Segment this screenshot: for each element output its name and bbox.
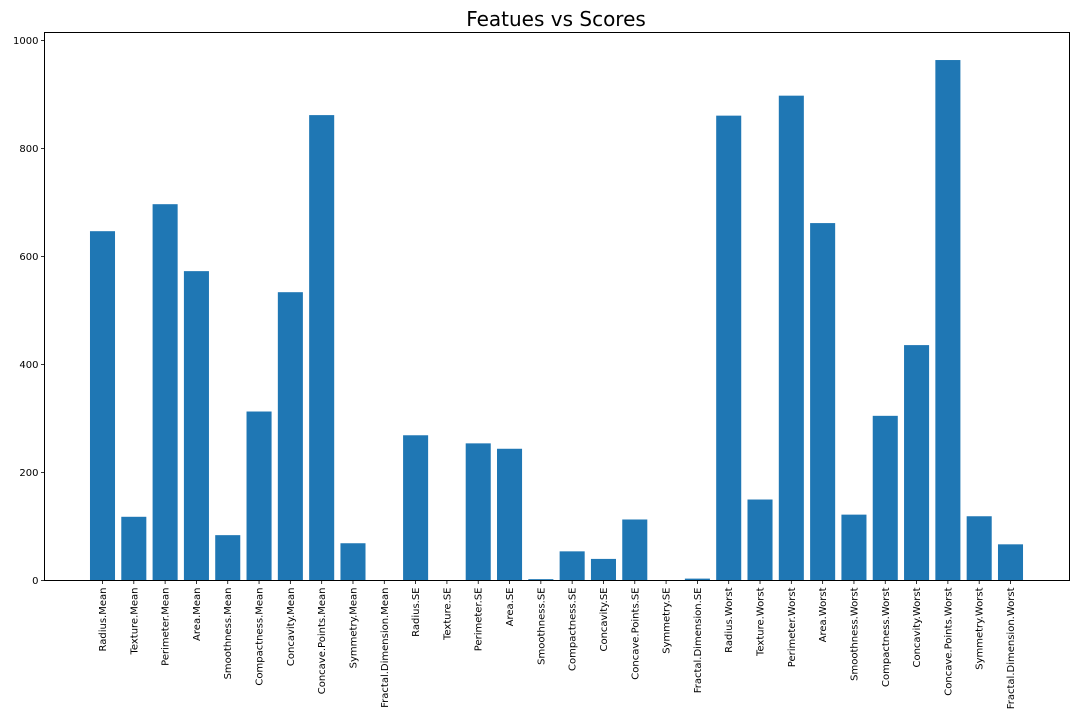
chart-title: Featues vs Scores — [466, 7, 646, 31]
bar-perimeter-worst — [778, 95, 804, 581]
bar-perimeter-se — [465, 443, 491, 581]
y-tick-label: 400 — [19, 360, 38, 371]
bar-concave-points-mean — [309, 115, 335, 581]
bar-radius-se — [403, 435, 429, 581]
x-tick-label: Radius.SE — [411, 588, 422, 637]
x-tick-label: Concave.Points.Worst — [943, 587, 954, 695]
x-tick-label: Area.Worst — [818, 587, 829, 642]
bar-compactness-mean — [246, 411, 272, 581]
bar-perimeter-mean — [152, 204, 178, 581]
y-tick-label: 1000 — [13, 36, 38, 47]
y-tick-label: 200 — [19, 468, 38, 479]
x-tick-label: Symmetry.Mean — [348, 588, 359, 669]
x-tick-label: Compactness.Worst — [881, 587, 892, 687]
bar-concavity-mean — [277, 292, 303, 581]
x-tick-label: Concavity.Worst — [912, 587, 923, 667]
bar-concavity-se — [590, 558, 616, 581]
x-tick-label: Smoothness.SE — [536, 588, 547, 665]
bar-fractal-dimension-worst — [997, 544, 1024, 581]
x-axis: Radius.Mean Texture.Mean Perimeter.Mean Are… — [98, 580, 1017, 709]
x-tick-label: Fractal.Dimension.Mean — [380, 588, 391, 708]
bar-symmetry-mean — [340, 543, 366, 581]
y-tick-label: 600 — [19, 252, 38, 263]
x-tick-label: Perimeter.Worst — [787, 587, 798, 667]
x-tick-label: Smoothness.Mean — [223, 588, 234, 680]
x-tick-label: Area.Mean — [192, 588, 203, 641]
bar-area-worst — [810, 223, 836, 581]
x-tick-label: Radius.Mean — [98, 588, 109, 652]
x-tick-label: Texture.SE — [442, 588, 453, 641]
x-tick-label: Radius.Worst — [724, 587, 735, 652]
x-tick-label: Fractal.Dimension.SE — [693, 588, 704, 694]
y-tick-label: 0 — [32, 576, 38, 587]
x-tick-label: Concavity.SE — [599, 588, 610, 652]
bar-radius-worst — [716, 115, 742, 581]
bars-group — [89, 60, 1024, 581]
bar-area-se — [497, 448, 523, 581]
x-tick-label: Fractal.Dimension.Worst — [1006, 587, 1017, 709]
x-tick-label: Symmetry.SE — [662, 588, 673, 654]
x-tick-label: Area.SE — [505, 588, 516, 627]
bar-texture-worst — [747, 499, 773, 581]
bar-area-mean — [183, 271, 209, 581]
bar-compactness-worst — [872, 415, 898, 581]
x-tick-label: Compactness.SE — [568, 588, 579, 672]
bar-fractal-dimension-se — [684, 578, 710, 581]
y-tick-label: 800 — [19, 144, 38, 155]
x-tick-label: Texture.Worst — [756, 587, 767, 657]
x-tick-label: Concavity.Mean — [286, 588, 297, 667]
bar-texture-mean — [121, 516, 147, 581]
x-tick-label: Perimeter.Mean — [161, 588, 172, 666]
bar-radius-mean — [89, 231, 116, 581]
x-tick-label: Perimeter.SE — [474, 588, 485, 652]
bar-concave-points-se — [622, 519, 648, 581]
bar-smoothness-worst — [841, 514, 867, 581]
y-axis: 0 200 400 600 800 1000 — [13, 36, 45, 587]
bar-compactness-se — [559, 551, 585, 581]
bar-symmetry-worst — [966, 516, 992, 581]
bar-smoothness-mean — [215, 535, 241, 581]
x-tick-label: Smoothness.Worst — [849, 587, 860, 680]
bar-concavity-worst — [904, 345, 930, 581]
x-tick-label: Compactness.Mean — [255, 588, 266, 686]
x-tick-label: Concave.Points.Mean — [317, 588, 328, 695]
x-tick-label: Symmetry.Worst — [975, 587, 986, 669]
bar-smoothness-se — [528, 579, 554, 581]
bar-concave-points-worst — [935, 60, 961, 581]
plot-frame — [44, 32, 1070, 581]
x-tick-label: Concave.Points.SE — [630, 588, 641, 680]
x-tick-label: Texture.Mean — [129, 588, 140, 656]
